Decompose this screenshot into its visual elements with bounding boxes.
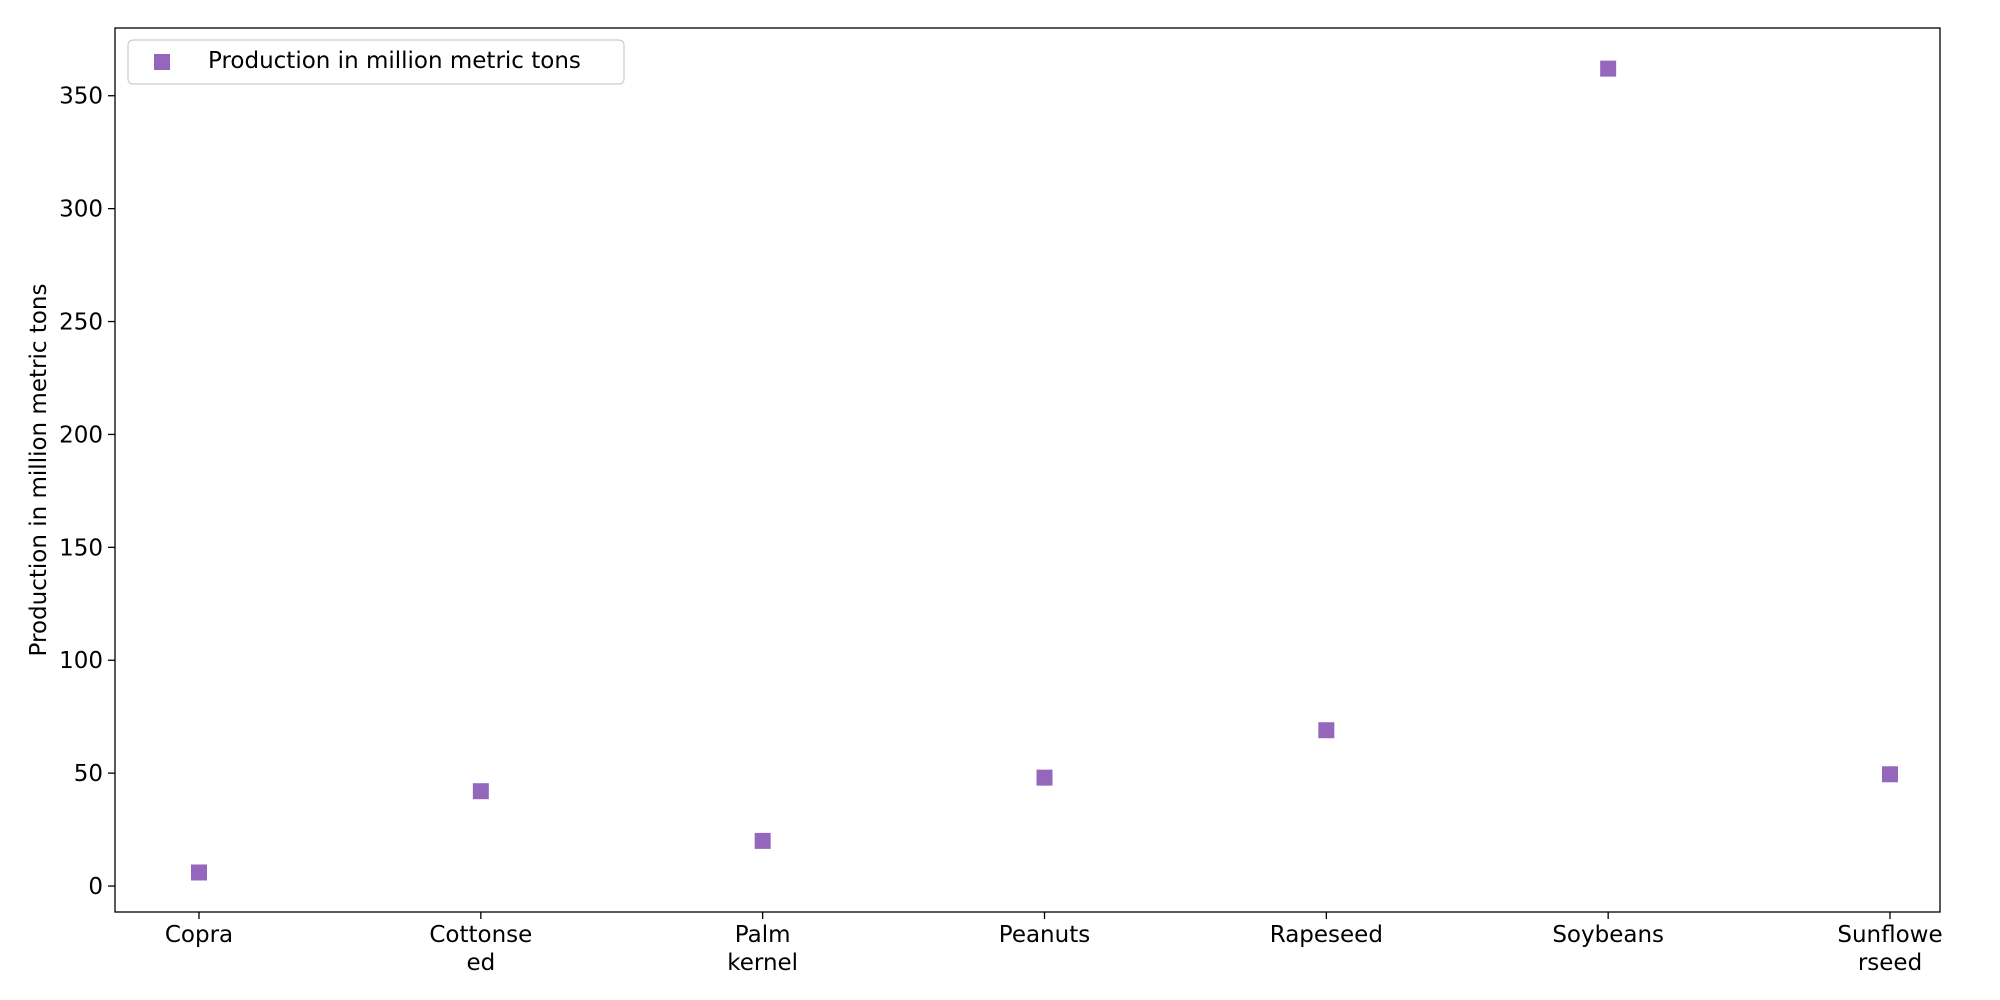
data-points	[191, 60, 1898, 881]
x-tick-label: Palm kernel	[727, 922, 798, 976]
x-tick-label: Cottonse ed	[429, 922, 532, 976]
x-axis-ticks: Copra Cottonse ed Palm kernel Peanuts Rapeseed…	[165, 912, 1943, 976]
x-tick-label: Peanuts	[999, 922, 1090, 948]
y-tick-label: 150	[59, 535, 103, 561]
y-tick-label: 250	[59, 310, 103, 336]
y-tick-label: 0	[88, 874, 103, 900]
y-tick-label: 300	[59, 197, 103, 223]
data-point	[1600, 60, 1617, 77]
data-point	[754, 832, 771, 849]
data-point	[191, 864, 207, 881]
y-tick-label: 50	[74, 761, 103, 787]
y-tick-label: 350	[59, 84, 103, 110]
data-point	[1882, 766, 1898, 783]
data-point	[1318, 722, 1335, 739]
legend: Production in million metric tons	[127, 39, 625, 85]
data-point	[1036, 769, 1053, 786]
data-point	[472, 783, 489, 800]
legend-frame	[127, 39, 625, 85]
x-tick-label: Rapeseed	[1270, 922, 1383, 948]
y-tick-label: 200	[59, 422, 103, 448]
x-tick-label: Soybeans	[1552, 922, 1664, 948]
y-axis-ticks: 0 50 100 150 200 250 300 350	[59, 84, 115, 900]
y-tick-label: 100	[59, 648, 103, 674]
legend-label: Production in million metric tons	[208, 48, 581, 74]
y-axis-label: Production in million metric tons	[26, 284, 52, 657]
plot-area-frame	[114, 27, 1941, 913]
x-tick-label: Sunflowe rseed	[1837, 922, 1942, 976]
legend-marker	[154, 54, 170, 70]
x-tick-label: Copra	[165, 922, 233, 948]
